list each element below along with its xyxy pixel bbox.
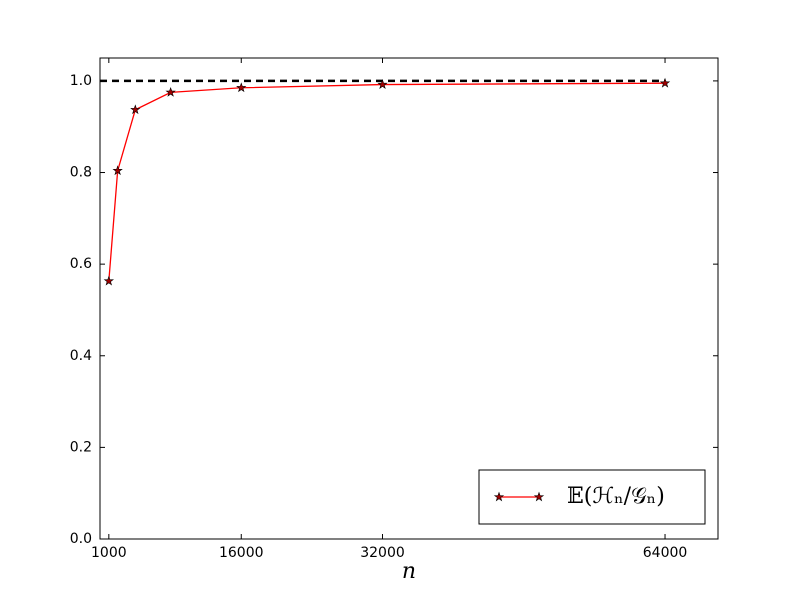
legend-marker	[533, 491, 545, 502]
y-tick-label: 0.4	[70, 348, 92, 364]
x-tick-label: 16000	[219, 545, 264, 561]
y-tick-label: 0.2	[70, 439, 92, 455]
data-point	[377, 79, 388, 89]
data-point	[112, 165, 123, 176]
x-tick-label: 1000	[91, 545, 127, 561]
y-tick-label: 0.6	[70, 256, 92, 272]
legend-label: 𝔼(ℋₙ/𝒢ₙ)	[567, 484, 665, 509]
data-point	[103, 275, 114, 286]
y-tick-label: 0.0	[70, 531, 92, 547]
x-axis-label: n	[402, 559, 416, 584]
legend-box	[478, 469, 706, 525]
data-point	[165, 86, 176, 97]
data-point	[659, 77, 671, 88]
y-tick-label: 1.0	[70, 73, 92, 89]
x-tick-label: 32000	[360, 545, 405, 561]
data-point	[130, 104, 141, 115]
plot-frame	[99, 57, 719, 540]
x-tick-label: 64000	[643, 545, 688, 561]
data-point	[236, 82, 247, 93]
y-tick-label: 0.8	[70, 165, 92, 181]
legend-marker	[493, 491, 505, 502]
